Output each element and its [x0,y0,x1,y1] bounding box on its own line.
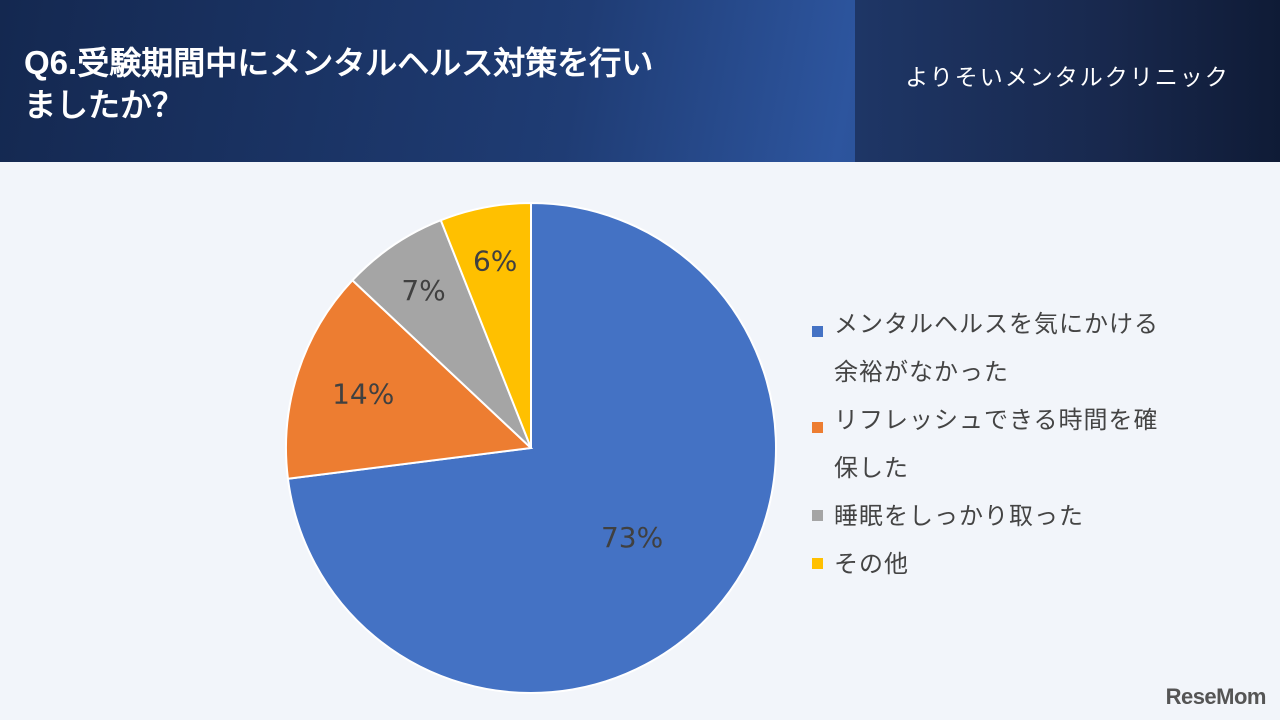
legend-swatch-1 [812,422,823,433]
resemom-logo: ReseMom [1165,684,1267,709]
chart-legend: メンタルヘルスを気にかける 余裕がなかった リフレッシュできる時間を確 保した 睡眠… [812,300,1252,588]
title-line-1: 受験期間中にメンタルヘルス対策を行い [77,44,654,82]
pie-label-0: 73% [601,521,663,554]
legend-item-0: メンタルヘルスを気にかける 余裕がなかった [812,300,1252,396]
clinic-name: よりそいメンタルクリニック [905,65,1230,91]
pie-slice-2 [350,218,532,449]
title-line-2: ましたか？ [24,86,185,124]
legend-text-1: リフレッシュできる時間を確 保した [834,406,1159,482]
pie-slice-3 [439,201,532,449]
legend-item-3: その他 [812,540,1252,588]
pie-label-1: 14% [332,377,394,410]
pie-slice-1 [285,278,534,480]
legend-text-2: 睡眠をしっかり取った [834,502,1084,530]
legend-text-3: その他 [834,550,909,578]
page-title: Q6.受験期間中にメンタルヘルス対策を行い ましたか？ [24,42,824,126]
legend-swatch-0 [812,326,823,337]
pie-label-3: 6% [473,244,517,277]
header-right-panel [855,0,1280,162]
legend-item-1: リフレッシュできる時間を確 保した [812,396,1252,492]
pie-label-2: 7% [401,274,445,307]
legend-swatch-3 [812,558,823,569]
legend-item-2: 睡眠をしっかり取った [812,492,1252,540]
question-number: Q6. [24,44,78,81]
legend-swatch-2 [812,510,823,521]
legend-text-0: メンタルヘルスを気にかける 余裕がなかった [834,310,1159,386]
